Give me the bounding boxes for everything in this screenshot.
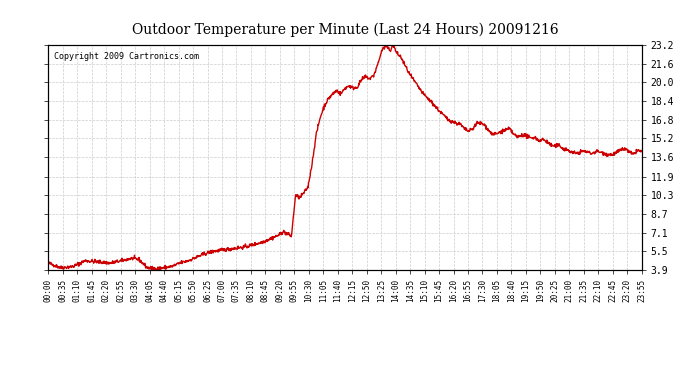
Text: Outdoor Temperature per Minute (Last 24 Hours) 20091216: Outdoor Temperature per Minute (Last 24 … <box>132 22 558 37</box>
Text: Copyright 2009 Cartronics.com: Copyright 2009 Cartronics.com <box>55 52 199 61</box>
